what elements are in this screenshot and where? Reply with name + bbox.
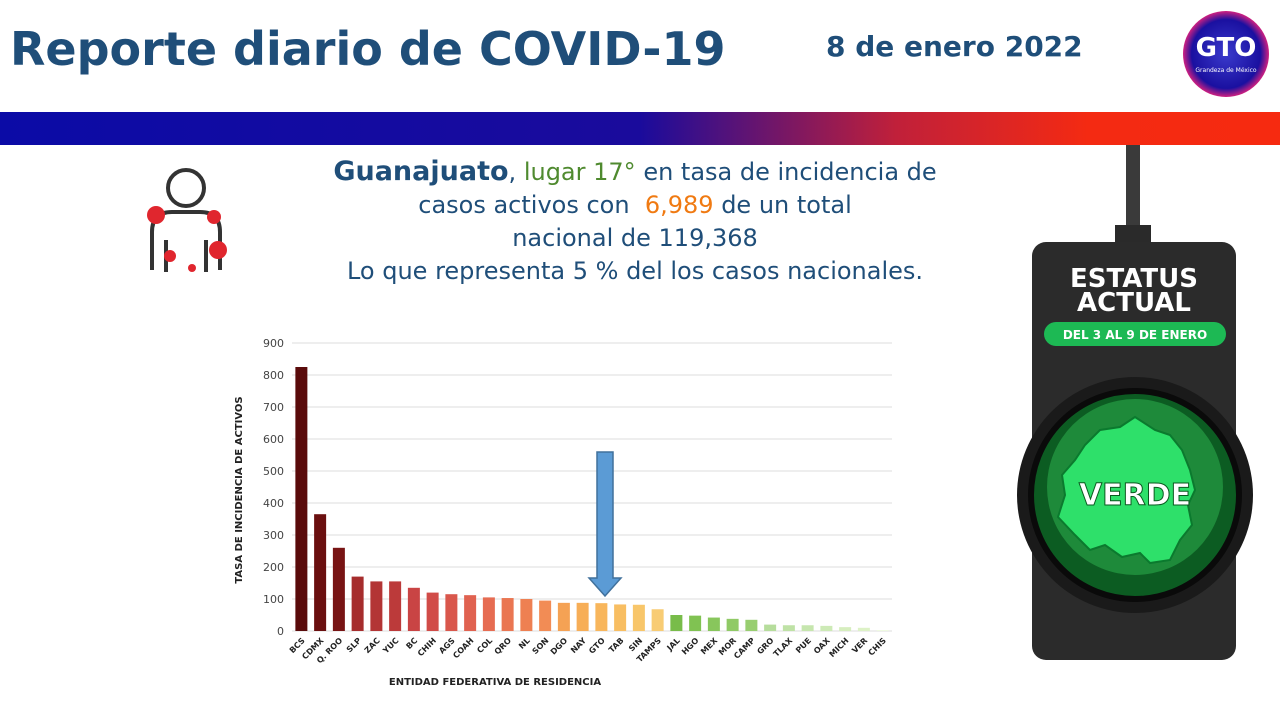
logo: GTO Grandeza de México [1183,11,1269,97]
x-tick-label: DGO [549,636,570,657]
bar [426,592,439,631]
bar [651,609,664,631]
separator: , [508,158,517,186]
text: en tasa de incidencia de [643,158,937,186]
x-tick-label: MICH [828,636,851,659]
active-cases: 6,989 [644,191,714,219]
x-axis-label: ENTIDAD FEDERATIVA DE RESIDENCIA [389,677,601,688]
bar [332,547,345,631]
x-tick-label: ZAC [363,636,382,655]
y-tick-label: 900 [263,337,284,350]
x-tick-label: YUC [381,636,401,656]
bar [689,615,702,631]
status-level: VERDE [1079,478,1191,513]
bar [464,595,477,631]
arrow [587,451,623,598]
text: casos activos con [418,191,630,219]
y-tick-label: 600 [263,433,284,446]
period: DEL 3 AL 9 DE ENERO [1063,328,1207,342]
x-tick-label: SON [531,636,551,656]
y-tick-label: 0 [277,625,284,638]
x-tick-label: NAY [569,636,588,655]
bar [314,514,327,631]
x-tick-label: QRO [493,636,513,656]
bar [520,599,533,631]
bar [801,625,814,631]
x-tick-label: BC [404,636,419,651]
status-title: ESTATUS [1070,264,1198,294]
bar [501,598,514,631]
traffic-light: ESTATUS ACTUAL DEL 3 AL 9 DE ENERO VERDE [1017,145,1253,660]
x-tick-label: CHIH [416,636,438,658]
x-tick-label: PUE [794,636,813,655]
bar [745,619,758,631]
bar [632,604,645,631]
logo-circle [1183,11,1269,97]
bar [576,602,589,631]
bar [707,617,720,631]
icon [147,168,227,272]
x-tick-label: MEX [699,635,720,656]
rank: lugar 17° [523,158,636,186]
text: de un total [721,191,852,219]
bar [370,581,383,631]
date: 8 de enero 2022 [826,30,1083,63]
x-tick-label: TAB [607,636,625,654]
y-tick-label: 800 [263,369,284,382]
title: Reporte diario de COVID-19 [10,22,726,76]
bar [726,618,739,631]
y-tick-label: 500 [263,465,284,478]
bar [445,594,458,631]
x-tick-label: TLAX [772,635,795,658]
bar [764,624,777,631]
bar [557,602,570,631]
y-tick-label: 100 [263,593,284,606]
x-tick-label: COAH [451,636,475,660]
pole [1126,145,1140,245]
bar [407,587,420,631]
chart: TASA DE INCIDENCIA DE ACTIVOS ENTIDAD FE… [234,337,892,688]
text: Lo que representa 5 % del los casos naci… [346,257,924,285]
bar [857,627,870,631]
summary: Guanajuato, lugar 17° en tasa de inciden… [280,155,990,288]
y-axis-label: TASA DE INCIDENCIA DE ACTIVOS [234,396,245,583]
period-pill [1044,322,1226,346]
logo-text: GTO [1196,33,1257,63]
x-tick-label: SLP [345,636,363,654]
x-tick-label: CHIS [867,636,889,658]
bar [614,604,627,631]
bar [482,597,495,631]
state-map [1056,415,1197,565]
state: Guanajuato [333,156,509,187]
bar [839,627,852,631]
y-tick-label: 200 [263,561,284,574]
y-tick-label: 300 [263,529,284,542]
status-title: ACTUAL [1077,288,1191,318]
x-tick-label: NL [517,636,532,651]
header-band [0,112,1280,145]
bar [539,600,552,631]
x-tick-label: CAMP [732,636,757,661]
y-tick-label: 400 [263,497,284,510]
bar [595,603,608,631]
text: nacional de 119,368 [512,224,758,252]
bar [295,367,308,631]
bar [876,630,889,631]
x-tick-label: GTO [587,636,607,656]
bar [782,625,795,631]
bar [389,581,402,631]
x-tick-label: HGO [680,636,701,657]
logo-subtitle: Grandeza de México [1195,67,1257,74]
x-tick-label: COL [475,636,494,655]
bar [670,615,683,631]
y-tick-label: 700 [263,401,284,414]
bar [820,625,833,631]
bar [351,576,364,631]
